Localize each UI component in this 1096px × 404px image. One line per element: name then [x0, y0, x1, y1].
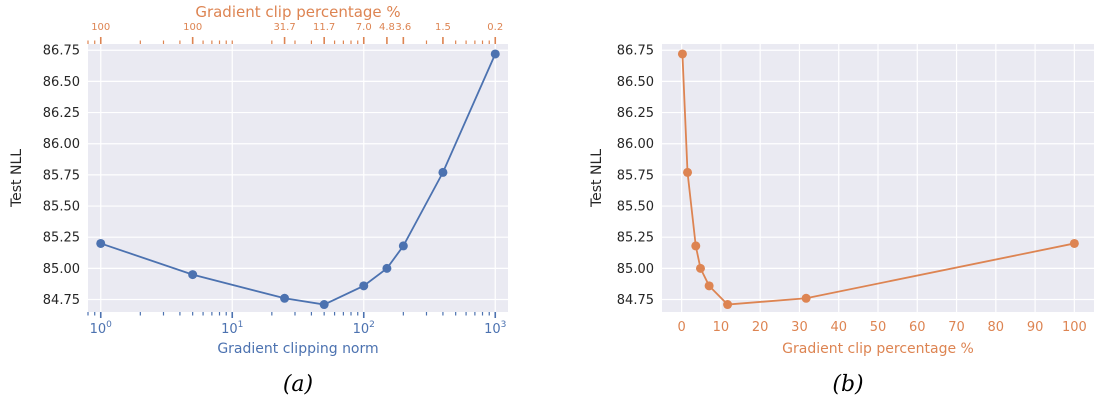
y-tick-label: 85.50 [43, 200, 80, 215]
x-axis-label: Gradient clipping norm [217, 341, 378, 357]
top-tick-label: 7.0 [356, 22, 372, 33]
panel-caption-a: (a) [283, 372, 313, 397]
x-tick-label: 40 [830, 320, 847, 335]
y-tick-label: 84.75 [43, 293, 80, 308]
y-tick-label: 86.00 [617, 137, 654, 152]
y-tick-label: 86.75 [617, 44, 654, 59]
data-point [723, 300, 733, 310]
x-tick-label: 101 [221, 320, 243, 337]
data-point [691, 241, 701, 251]
top-tick-label: 31.7 [273, 22, 295, 33]
x-axis-label: Gradient clip percentage % [782, 341, 974, 357]
y-tick-label: 85.25 [43, 231, 80, 246]
y-tick-label: 86.50 [43, 75, 80, 90]
top-tick-label: 0.2 [487, 22, 503, 33]
x-tick-label: 60 [909, 320, 926, 335]
top-axis-label: Gradient clip percentage % [195, 3, 400, 21]
y-tick-label: 86.00 [43, 137, 80, 152]
x-tick-label: 80 [988, 320, 1005, 335]
chart-panel-b: 84.75 85.00 85.25 85.50 85.75 86.00 86.25 86.50… [589, 44, 1094, 397]
data-point [677, 49, 687, 59]
y-tick-label: 85.00 [617, 262, 654, 277]
y-tick-label: 85.75 [617, 168, 654, 183]
data-point [704, 281, 714, 291]
y-tick-label: 86.50 [617, 75, 654, 90]
y-tick-label: 85.00 [43, 262, 80, 277]
x-tick-label: 50 [870, 320, 887, 335]
data-point [683, 167, 693, 177]
top-tick-label: 100 [183, 22, 202, 33]
y-tick-label: 85.25 [617, 231, 654, 246]
data-point [695, 263, 705, 273]
x-tick-label: 90 [1027, 320, 1044, 335]
top-tick-label: 3.6 [395, 22, 411, 33]
x-tick-label: 20 [752, 320, 769, 335]
top-tick-label: 100 [91, 22, 110, 33]
data-point [438, 167, 448, 177]
data-point [280, 293, 290, 303]
y-axis-label: Test NLL [589, 149, 605, 208]
data-point [382, 263, 392, 273]
data-point [188, 270, 198, 280]
x-tick-label: 102 [353, 320, 375, 337]
data-point [398, 241, 408, 251]
y-tick-label: 84.75 [617, 293, 654, 308]
y-axis-label: Test NLL [9, 149, 25, 208]
top-tick-label: 4.8 [379, 22, 395, 33]
x-tick-label: 30 [791, 320, 808, 335]
x-tick-label: 100 [90, 320, 113, 337]
data-point [359, 281, 369, 291]
plot-area [88, 44, 508, 312]
x-tick-label: 10 [713, 320, 730, 335]
chart-panel-a: 84.75 85.00 85.25 85.50 85.75 86.00 86.25 86.50… [9, 3, 508, 397]
data-point [490, 49, 500, 59]
y-tick-label: 86.25 [43, 106, 80, 121]
y-tick-label: 86.25 [617, 106, 654, 121]
y-tick-label: 85.75 [43, 168, 80, 183]
data-point [319, 300, 329, 310]
data-point [96, 238, 106, 248]
top-tick-label: 11.7 [313, 22, 335, 33]
x-tick-label: 0 [677, 320, 685, 335]
y-tick-label: 85.50 [617, 200, 654, 215]
x-tick-label: 103 [484, 320, 506, 337]
x-tick-label: 70 [948, 320, 965, 335]
panel-caption-b: (b) [832, 372, 863, 397]
top-tick-label: 1.5 [435, 22, 451, 33]
data-point [801, 293, 811, 303]
y-tick-label: 86.75 [43, 44, 80, 59]
series-line [681, 53, 1075, 306]
data-point [1069, 238, 1079, 248]
x-tick-label: 100 [1062, 320, 1087, 335]
